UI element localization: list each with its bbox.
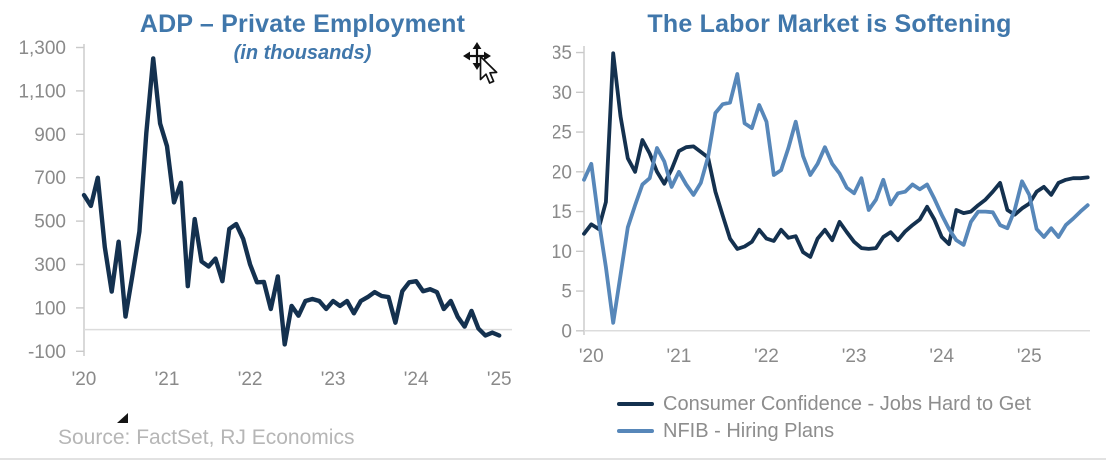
x-tick-label: '22	[754, 346, 779, 367]
legend-label-consumer-confidence: Consumer Confidence - Jobs Hard to Get	[663, 392, 1031, 415]
y-tick-label: 20	[553, 162, 572, 183]
y-tick-label: 5	[561, 282, 572, 303]
x-tick-label: '23	[321, 369, 346, 390]
x-tick-label: '23	[842, 346, 867, 367]
y-tick-label: 1,100	[18, 81, 66, 102]
x-tick-label: '20	[579, 346, 604, 367]
y-tick-label: 35	[553, 43, 572, 64]
labor-softening-chart-figure: 35 30 25 20 15 10 5 0 '20 '21 '22 '23 '24 '25 The Lab…	[553, 0, 1106, 467]
x-tick-label: '22	[238, 369, 263, 390]
x-tick-label: '21	[667, 346, 692, 367]
x-tick-label: '25	[487, 369, 512, 390]
x-tick-label: '25	[1017, 346, 1042, 367]
legend-item-consumer-confidence: Consumer Confidence - Jobs Hard to Get	[617, 391, 1031, 417]
x-tick-label: '24	[404, 369, 429, 390]
y-tick-label: 500	[34, 212, 66, 233]
series-line-0	[81, 56, 502, 347]
chart-subtitle-units: (in thousands)	[233, 42, 372, 64]
chart-title-adp: ADP – Private Employment	[139, 10, 466, 38]
y-tick-label: -100	[28, 342, 66, 363]
y-tick-label: 0	[561, 321, 572, 342]
labor-softening-line-plot: 35 30 25 20 15 10 5 0 '20 '21 '22 '23 '24 '25	[553, 43, 1090, 367]
y-tick-label: 900	[34, 125, 66, 146]
series-line-1	[582, 72, 1090, 325]
y-tick-label: 1,300	[18, 38, 66, 59]
chart-title-labor-softening: The Labor Market is Softening	[647, 10, 1012, 38]
source-note: Source: FactSet, RJ Economics	[58, 426, 355, 449]
move-cursor-icon	[463, 42, 498, 84]
y-tick-label: 700	[34, 168, 66, 189]
series-swatch-consumer-confidence	[617, 401, 654, 407]
legend-label-nfib: NFIB - Hiring Plans	[663, 419, 835, 442]
adp-line-plot: 1,300 1,100 900 700 500 300 100 -100 '20 '21 '22 '2…	[18, 38, 512, 390]
y-tick-label: 300	[34, 255, 66, 276]
x-tick-label: '20	[72, 369, 97, 390]
y-tick-label: 25	[553, 123, 572, 144]
bottom-divider	[0, 458, 1106, 460]
x-tick-label: '24	[929, 346, 954, 367]
chart-legend: Consumer Confidence - Jobs Hard to Get N…	[617, 391, 1031, 444]
series-swatch-nfib	[617, 428, 654, 434]
legend-item-nfib: NFIB - Hiring Plans	[617, 418, 1031, 444]
x-tick-label: '21	[155, 369, 180, 390]
y-tick-label: 15	[553, 202, 572, 223]
adp-chart-figure: 1,300 1,100 900 700 500 300 100 -100 '20 '21 '22 '2…	[18, 10, 512, 390]
y-tick-label: 100	[34, 298, 66, 319]
corner-handle-icon[interactable]	[117, 413, 128, 423]
y-tick-label: 30	[553, 83, 572, 104]
y-tick-label: 10	[553, 242, 572, 263]
